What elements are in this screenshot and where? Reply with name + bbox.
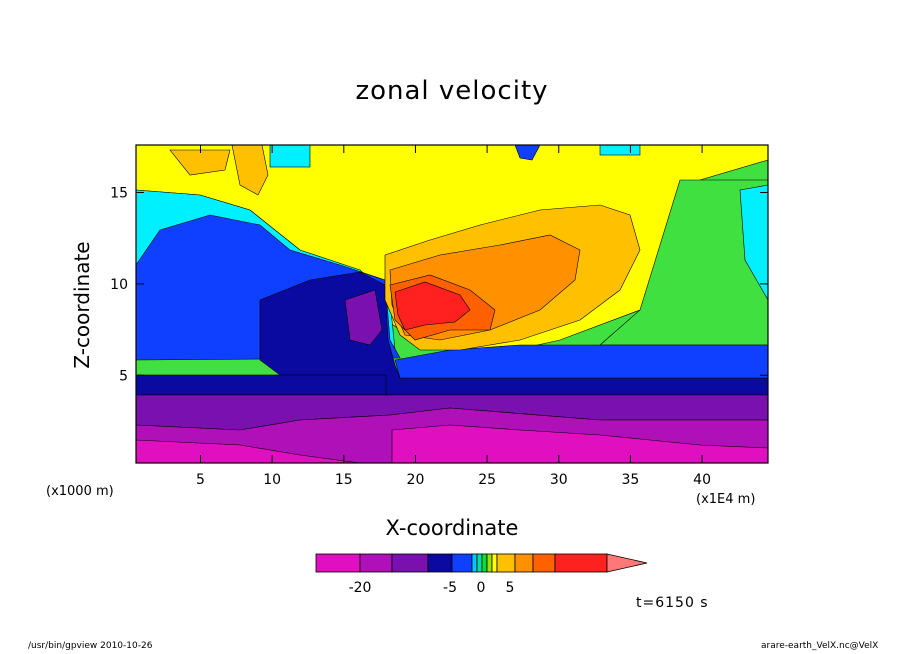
x-ticks: 5 10 15 20 25 30 35 40 [196, 145, 711, 488]
x-tick-label: 15 [335, 472, 353, 488]
colorbar-swatch [486, 553, 493, 573]
y-tick-label: 10 [110, 277, 128, 293]
y-tick-label: 15 [110, 186, 128, 202]
contour-region [391, 424, 768, 463]
plot-border [135, 144, 769, 464]
contour-region [136, 374, 387, 396]
z-axis-unit-label: (x1E4 m) [696, 492, 756, 507]
colorbar-swatch [514, 553, 534, 573]
y-tick-label: 5 [119, 368, 128, 384]
contour-field [136, 145, 768, 463]
contour-region [269, 145, 311, 168]
colorbar-tick-label: 5 [506, 580, 515, 596]
x-tick-label: 10 [263, 472, 281, 488]
x-axis-label: X-coordinate [385, 516, 519, 540]
x-axis-unit-label: (x1000 m) [46, 484, 114, 499]
x-tick-label: 35 [622, 472, 640, 488]
contour-region [514, 145, 541, 161]
x-tick-label: 30 [550, 472, 568, 488]
x-tick-label: 25 [478, 472, 496, 488]
contour-region [136, 439, 361, 463]
colorbar-tick-label: -20 [349, 580, 372, 596]
contour-region [394, 281, 471, 331]
contour-region [169, 149, 231, 176]
x-tick-label: 40 [693, 472, 711, 488]
colorbar-tick-label: -5 [443, 580, 457, 596]
colorbar-swatch [491, 553, 498, 573]
colorbar-swatch [554, 553, 608, 573]
colorbar: -20 -5 0 5 [315, 553, 648, 596]
colorbar-swatch [315, 553, 361, 573]
y-ticks: 5 10 15 [110, 186, 768, 384]
colorbar-swatch [451, 553, 473, 573]
chart-title: zonal velocity [355, 76, 549, 106]
colorbar-swatch [476, 553, 483, 573]
x-tick-label: 20 [407, 472, 425, 488]
colorbar-triangle [606, 553, 648, 573]
contour-region [231, 145, 269, 196]
colorbar-swatch [481, 553, 488, 573]
contour-region [344, 289, 383, 346]
colorbar-swatch [471, 553, 478, 573]
plot-frame: 5 10 15 20 25 30 35 40 5 10 15 [110, 144, 769, 488]
contour-region [739, 184, 768, 301]
colorbar-tick-label: 0 [477, 580, 486, 596]
footer-source-label: arare-earth_VelX.nc@VelX [761, 641, 879, 651]
colorbar-swatch [496, 553, 516, 573]
colorbar-swatch [391, 553, 429, 573]
x-tick-label: 5 [196, 472, 205, 488]
footer-command-label: /usr/bin/gpview 2010-10-26 [28, 641, 153, 651]
colorbar-swatch [427, 553, 453, 573]
contour-region [599, 145, 641, 156]
colorbar-swatch [532, 553, 556, 573]
colorbar-swatch [359, 553, 393, 573]
time-label: t=6150 s [636, 595, 709, 611]
